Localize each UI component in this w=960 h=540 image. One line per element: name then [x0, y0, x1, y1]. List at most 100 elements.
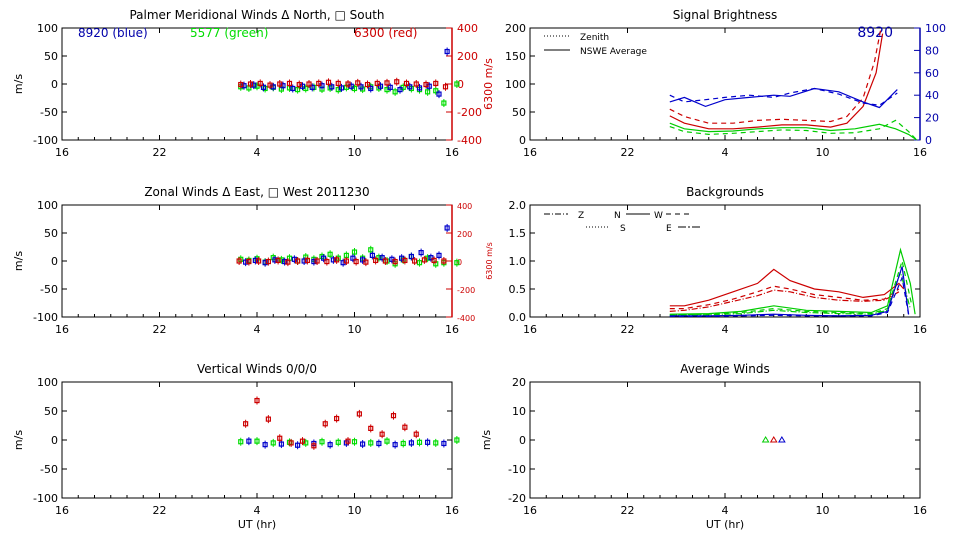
y-tick-label: 100: [37, 199, 58, 212]
data-point: [353, 258, 359, 265]
x-axis-label: UT (hr): [238, 518, 276, 531]
right-y-tick-label: 200: [457, 230, 472, 239]
y-tick-label: 100: [37, 376, 58, 389]
y-tick-label: -100: [33, 134, 58, 147]
data-point: [260, 84, 267, 90]
data-point: [252, 257, 258, 264]
data-point: [236, 258, 242, 264]
data-point: [441, 258, 447, 264]
right-axis-label: 6300 m/s: [482, 58, 495, 110]
right-y-tick-label: 40: [925, 89, 939, 102]
data-point: [290, 85, 296, 92]
series-line: [669, 270, 911, 316]
data-point: [345, 438, 351, 444]
series-line: [669, 268, 905, 307]
plot-frame: [529, 381, 921, 499]
data-point: [433, 440, 439, 446]
data-point: [425, 439, 431, 445]
data-point: [377, 83, 384, 89]
x-tick-label: 16: [913, 146, 927, 159]
data-point: [246, 258, 252, 265]
right-y-tick-label: -200: [457, 286, 475, 295]
annotation-label: 5577 (green): [190, 26, 268, 40]
data-point: [327, 251, 333, 257]
x-tick-label: 22: [153, 504, 167, 517]
right-y-tick-label: 20: [925, 112, 939, 125]
data-point: [387, 84, 393, 90]
y-tick-label: -50: [40, 283, 58, 296]
data-point: [379, 255, 385, 261]
data-point: [761, 436, 770, 443]
data-point: [423, 81, 429, 88]
right-y-tick-label: 200: [457, 50, 478, 63]
legend-label: N: [614, 211, 621, 221]
x-axis-label: UT (hr): [706, 518, 744, 531]
y-tick-label: 0.0: [509, 311, 527, 324]
data-point: [257, 80, 263, 87]
y-tick-label: 0: [51, 78, 58, 91]
data-point: [413, 431, 419, 437]
data-point: [436, 252, 442, 258]
series-line: [669, 119, 918, 141]
chart-title: Backgrounds: [686, 185, 764, 199]
chart-zonal: Zonal Winds Δ East, □ West 2011230 16 22 4 1…: [12, 185, 494, 336]
data-point: [392, 258, 398, 265]
series-line: [669, 87, 898, 106]
data-point: [441, 440, 447, 447]
data-point: [314, 258, 320, 264]
data-point: [247, 81, 254, 87]
data-point: [272, 257, 278, 263]
data-point: [350, 255, 356, 261]
data-point: [321, 255, 327, 261]
data-point: [368, 85, 374, 92]
x-tick-label: 16: [913, 323, 927, 336]
series-line: [669, 247, 916, 315]
data-point: [254, 397, 260, 404]
data-point: [254, 438, 260, 444]
y-axis-label: m/s: [12, 430, 25, 450]
x-tick-label: 10: [816, 146, 830, 159]
x-tick-label: 10: [348, 504, 362, 517]
y-tick-label: -20: [508, 492, 526, 505]
y-tick-label: -50: [40, 106, 58, 119]
data-point: [265, 258, 271, 265]
data-point: [322, 421, 328, 427]
legend-label: Z: [578, 211, 584, 221]
data-point: [301, 258, 307, 264]
data-point: [319, 439, 325, 445]
data-point: [288, 440, 294, 446]
x-tick-label: 16: [55, 323, 69, 336]
chart-backgrounds: Backgrounds 16 22 4 10 16 2.0 1.5 1.0 0.5 0.0 Z N W S E: [509, 185, 928, 336]
data-point: [262, 260, 268, 266]
y-tick-label: 2.0: [509, 199, 527, 212]
x-tick-label: 16: [913, 504, 927, 517]
x-tick-label: 10: [348, 146, 362, 159]
x-tick-label: 16: [55, 146, 69, 159]
right-y-tick-label: 400: [457, 202, 472, 211]
data-point: [413, 81, 419, 87]
data-point: [265, 416, 271, 422]
data-point: [325, 79, 332, 85]
data-point: [431, 257, 437, 264]
data-point: [394, 79, 400, 85]
data-point: [243, 421, 249, 427]
legend-label: W: [654, 211, 663, 221]
data-point: [285, 259, 291, 265]
data-point: [390, 413, 397, 419]
data-point: [416, 85, 423, 91]
y-tick-label: -100: [33, 492, 58, 505]
data-point: [392, 442, 398, 448]
data-point: [374, 80, 380, 87]
chart-title: Palmer Meridional Winds Δ North, □ South: [129, 8, 384, 22]
series-line: [669, 289, 900, 312]
data-point: [243, 259, 249, 265]
y-tick-label: 100: [505, 78, 526, 91]
y-tick-label: 0: [519, 434, 526, 447]
x-tick-label: 10: [348, 323, 362, 336]
x-tick-label: 16: [445, 323, 459, 336]
chart-vertical: Vertical Winds 0/0/0 16 22 4 10 16 100 50 0 -50 -1…: [12, 362, 460, 531]
data-point: [373, 257, 379, 264]
x-tick-label: 16: [445, 146, 459, 159]
x-tick-label: 16: [445, 504, 459, 517]
